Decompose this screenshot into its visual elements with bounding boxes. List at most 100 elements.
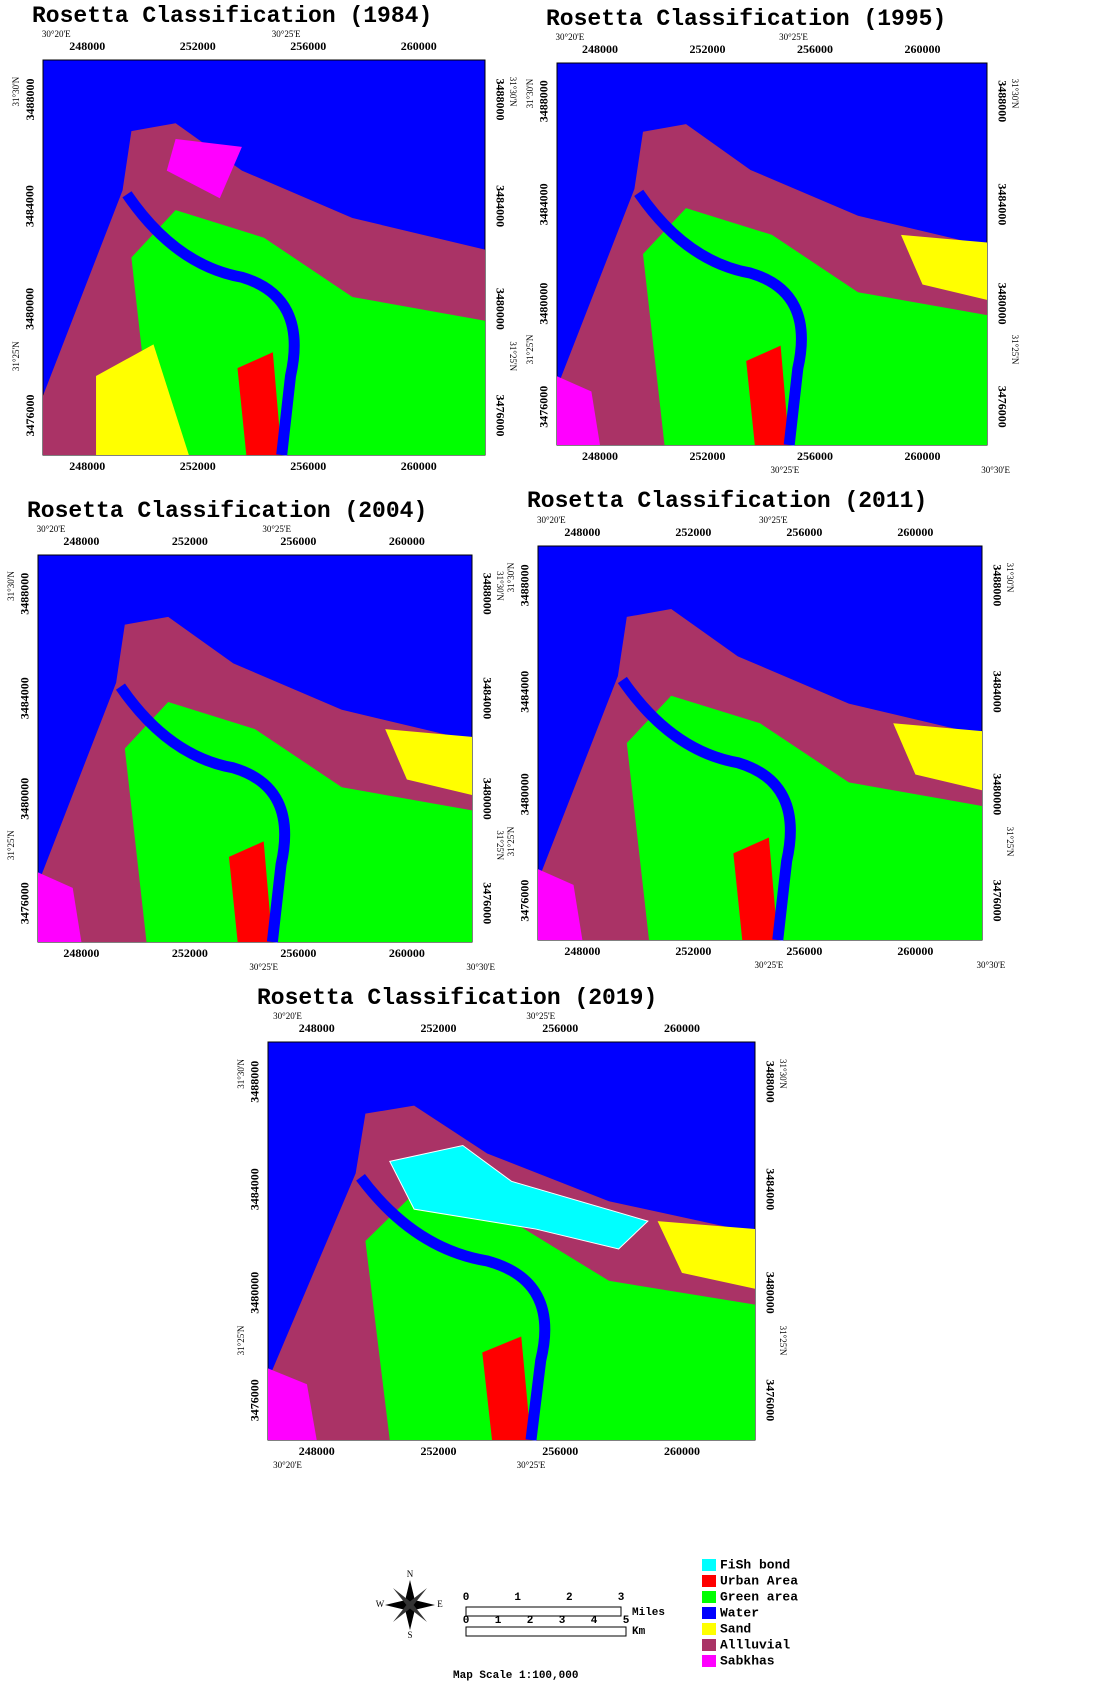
latitude-label: 31°30'N xyxy=(6,571,16,601)
northing-label: 3476000 xyxy=(493,395,507,437)
easting-label: 256000 xyxy=(797,42,833,56)
scale-label: 4 xyxy=(591,1615,598,1627)
northing-label: 3480000 xyxy=(537,283,551,325)
km-bar xyxy=(466,1627,626,1636)
legend-swatch xyxy=(702,1607,716,1619)
northing-label: 3488000 xyxy=(995,80,1009,122)
longitude-label: 30°20'E xyxy=(537,515,566,525)
northing-label: 3476000 xyxy=(248,1379,262,1421)
easting-label: 252000 xyxy=(180,459,216,473)
easting-label: 260000 xyxy=(905,42,941,56)
northing-label: 3476000 xyxy=(763,1379,777,1421)
longitude-label: 30°25'E xyxy=(759,515,788,525)
miles-unit: Miles xyxy=(632,1607,665,1619)
northing-label: 3476000 xyxy=(990,880,1004,922)
northing-label: 3484000 xyxy=(518,671,532,713)
compass-w: W xyxy=(376,1599,385,1609)
northing-label: 3488000 xyxy=(248,1061,262,1103)
scale-label: 3 xyxy=(559,1615,566,1627)
northing-label: 3488000 xyxy=(990,564,1004,606)
page: Rosetta Classification { "panels": [ {"t… xyxy=(0,0,1095,1683)
northing-label: 3480000 xyxy=(23,288,37,330)
latitude-label: 31°30'N xyxy=(506,562,516,592)
northing-label: 3480000 xyxy=(995,283,1009,325)
northing-label: 3484000 xyxy=(995,183,1009,225)
miles-bar xyxy=(466,1607,621,1616)
legend-label: Urban Area xyxy=(720,1573,798,1588)
northing-label: 3484000 xyxy=(493,185,507,227)
map xyxy=(268,1042,755,1440)
easting-label: 248000 xyxy=(299,1021,335,1035)
northing-label: 3476000 xyxy=(995,386,1009,428)
easting-label: 248000 xyxy=(564,944,600,958)
map-scale: Map Scale 1:100,000 xyxy=(453,1670,578,1682)
latitude-label: 31°25'N xyxy=(508,341,518,371)
latitude-label: 31°30'N xyxy=(1005,563,1015,593)
easting-label: 256000 xyxy=(797,449,833,463)
northing-label: 3476000 xyxy=(518,880,532,922)
latitude-label: 31°30'N xyxy=(495,571,505,601)
legend-swatch xyxy=(702,1559,716,1571)
easting-label: 260000 xyxy=(401,39,437,53)
easting-label: 260000 xyxy=(664,1021,700,1035)
panel-title: Rosetta Classification (1995) xyxy=(546,6,946,32)
easting-label: 260000 xyxy=(664,1444,700,1458)
panel-title: Rosetta Classification (2004) xyxy=(27,498,427,524)
northing-label: 3476000 xyxy=(23,395,37,437)
latitude-label: 31°25'N xyxy=(236,1325,246,1355)
northing-label: 3484000 xyxy=(18,677,32,719)
easting-label: 248000 xyxy=(63,946,99,960)
latitude-label: 31°25'N xyxy=(495,830,505,860)
latitude-label: 31°25'N xyxy=(1005,827,1015,857)
northing-label: 3484000 xyxy=(763,1168,777,1210)
northing-label: 3484000 xyxy=(480,677,494,719)
easting-label: 252000 xyxy=(675,525,711,539)
northing-label: 3488000 xyxy=(763,1061,777,1103)
map xyxy=(38,555,472,942)
latitude-label: 31°30'N xyxy=(1010,79,1020,109)
easting-label: 248000 xyxy=(69,39,105,53)
northing-label: 3476000 xyxy=(480,882,494,924)
easting-label: 256000 xyxy=(542,1444,578,1458)
latitude-label: 31°25'N xyxy=(506,826,516,856)
longitude-label: 30°25'E xyxy=(249,962,278,972)
legend-label: Water xyxy=(720,1605,759,1620)
panel-title: Rosetta Classification (2019) xyxy=(257,985,657,1011)
easting-label: 256000 xyxy=(786,944,822,958)
scale-label: 3 xyxy=(618,1592,625,1604)
longitude-label: 30°20'E xyxy=(556,32,585,42)
map xyxy=(43,60,485,455)
legend-label: FiSh bond xyxy=(720,1557,790,1572)
longitude-label: 30°25'E xyxy=(526,1011,555,1021)
legend-label: Green area xyxy=(720,1589,798,1604)
easting-label: 252000 xyxy=(172,946,208,960)
map xyxy=(557,63,987,445)
northing-label: 3488000 xyxy=(18,573,32,615)
easting-label: 260000 xyxy=(389,534,425,548)
latitude-label: 31°30'N xyxy=(11,76,21,106)
easting-label: 256000 xyxy=(290,459,326,473)
easting-label: 256000 xyxy=(280,534,316,548)
easting-label: 260000 xyxy=(389,946,425,960)
legend-swatch xyxy=(702,1639,716,1651)
easting-label: 252000 xyxy=(172,534,208,548)
panel-title: Rosetta Classification (1984) xyxy=(32,3,432,29)
longitude-label: 30°25'E xyxy=(779,32,808,42)
page-body: N E S W Miles Km Map Scale 1:100,000 Ros… xyxy=(0,0,1095,1683)
longitude-label: 30°25'E xyxy=(517,1460,546,1470)
northing-label: 3484000 xyxy=(990,671,1004,713)
scale-label: 2 xyxy=(527,1615,534,1627)
easting-label: 260000 xyxy=(905,449,941,463)
longitude-label: 30°25'E xyxy=(262,524,291,534)
latitude-label: 31°30'N xyxy=(236,1058,246,1088)
map xyxy=(538,546,982,940)
northing-label: 3476000 xyxy=(18,882,32,924)
figure: N E S W Miles Km Map Scale 1:100,000 Ros… xyxy=(0,0,1095,1683)
latitude-label: 31°30'N xyxy=(508,77,518,107)
longitude-label: 30°25'E xyxy=(272,29,301,39)
northing-label: 3480000 xyxy=(493,288,507,330)
scale-label: 2 xyxy=(566,1592,573,1604)
easting-label: 248000 xyxy=(582,42,618,56)
latitude-label: 31°25'N xyxy=(778,1326,788,1356)
legend-swatch xyxy=(702,1623,716,1635)
